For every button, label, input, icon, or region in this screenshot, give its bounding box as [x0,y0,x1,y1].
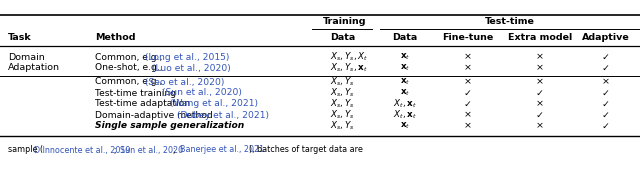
Text: Method: Method [95,33,136,43]
Text: ✓: ✓ [602,64,610,72]
Text: Test-time: Test-time [485,17,535,27]
Text: Sun et al., 2020: Sun et al., 2020 [120,145,183,155]
Text: Adaptive: Adaptive [582,33,630,43]
Text: Fine-tune: Fine-tune [442,33,493,43]
Text: ×: × [536,64,544,72]
Text: $\mathbf{x}_t$: $\mathbf{x}_t$ [400,52,410,62]
Text: Domain-adaptive method: Domain-adaptive method [95,111,216,119]
Text: (Long et al., 2015): (Long et al., 2015) [145,53,229,62]
Text: D’Innocente et al., 2019: D’Innocente et al., 2019 [35,145,131,155]
Text: One-shot, e.g.,: One-shot, e.g., [95,64,166,72]
Text: ×: × [536,53,544,62]
Text: $X_s, Y_s, \mathbf{x}_t$: $X_s, Y_s, \mathbf{x}_t$ [330,62,368,74]
Text: $X_s, Y_s$: $X_s, Y_s$ [330,109,355,121]
Text: Adaptation: Adaptation [8,64,60,72]
Text: Training: Training [323,17,367,27]
Text: $\mathbf{x}_t$: $\mathbf{x}_t$ [400,88,410,98]
Text: ×: × [464,53,472,62]
Text: Data: Data [392,33,418,43]
Text: ✓: ✓ [536,111,544,119]
Text: ✓: ✓ [602,122,610,130]
Text: ×: × [536,77,544,87]
Text: (Seo et al., 2020): (Seo et al., 2020) [145,77,224,87]
Text: Common, e.g.,: Common, e.g., [95,77,165,87]
Text: ✓: ✓ [602,53,610,62]
Text: $X_t, \mathbf{x}_t$: $X_t, \mathbf{x}_t$ [393,98,417,110]
Text: Test-time training: Test-time training [95,88,179,98]
Text: ), batches of target data are: ), batches of target data are [249,145,363,155]
Text: Common, e.g.,: Common, e.g., [95,53,165,62]
Text: ×: × [602,77,610,87]
Text: ;: ; [114,145,119,155]
Text: $X_t, \mathbf{x}_t$: $X_t, \mathbf{x}_t$ [393,109,417,121]
Text: ✓: ✓ [464,100,472,109]
Text: ✓: ✓ [602,100,610,109]
Text: ×: × [464,122,472,130]
Text: ×: × [464,64,472,72]
Text: (Dubey et al., 2021): (Dubey et al., 2021) [177,111,269,119]
Text: $X_s, Y_s$: $X_s, Y_s$ [330,120,355,132]
Text: (Sun et al., 2020): (Sun et al., 2020) [163,88,243,98]
Text: Task: Task [8,33,32,43]
Text: $X_s, Y_s, X_t$: $X_s, Y_s, X_t$ [330,51,368,63]
Text: $X_s, Y_s$: $X_s, Y_s$ [330,98,355,110]
Text: (Wang et al., 2021): (Wang et al., 2021) [170,100,257,109]
Text: $X_s, Y_s$: $X_s, Y_s$ [330,76,355,88]
Text: Test-time adaptation: Test-time adaptation [95,100,193,109]
Text: $\mathbf{x}_t$: $\mathbf{x}_t$ [400,121,410,131]
Text: ;: ; [173,145,178,155]
Text: ✓: ✓ [536,88,544,98]
Text: sample (: sample ( [8,145,43,155]
Text: ×: × [536,122,544,130]
Text: Banerjee et al., 2021: Banerjee et al., 2021 [180,145,264,155]
Text: $X_s, Y_s$: $X_s, Y_s$ [330,87,355,99]
Text: $\mathbf{x}_t$: $\mathbf{x}_t$ [400,77,410,87]
Text: ×: × [464,77,472,87]
Text: Single sample generalization: Single sample generalization [95,122,244,130]
Text: ✓: ✓ [464,88,472,98]
Text: ✓: ✓ [602,88,610,98]
Text: (Luo et al., 2020): (Luo et al., 2020) [152,64,230,72]
Text: ×: × [536,100,544,109]
Text: ×: × [464,111,472,119]
Text: $\mathbf{x}_t$: $\mathbf{x}_t$ [400,63,410,73]
Text: Domain: Domain [8,53,45,62]
Text: ✓: ✓ [602,111,610,119]
Text: Data: Data [330,33,355,43]
Text: Extra model: Extra model [508,33,572,43]
